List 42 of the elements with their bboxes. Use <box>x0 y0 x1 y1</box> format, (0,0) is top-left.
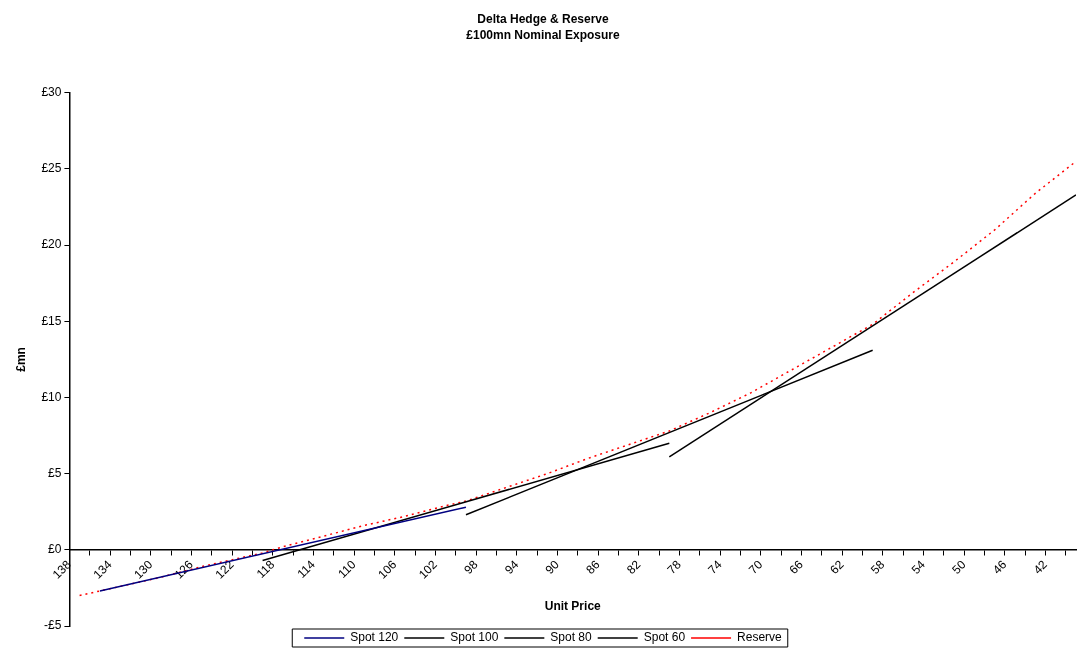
x-tick-label: 70 <box>745 557 766 577</box>
x-tick-label: 114 <box>294 557 319 581</box>
x-tick-label: 62 <box>827 557 847 577</box>
y-tick-label: £20 <box>41 237 62 252</box>
x-tick-label: 98 <box>461 557 481 577</box>
legend-label: Spot 120 <box>350 630 399 645</box>
x-tick-label: 74 <box>705 557 725 577</box>
y-axis-title: £mn <box>13 347 28 372</box>
x-tick-label: 46 <box>989 557 1010 577</box>
y-tick-label: -£5 <box>44 618 62 633</box>
x-tick-label: 86 <box>583 557 603 577</box>
x-tick-label: 118 <box>253 557 278 581</box>
legend-label: Reserve <box>737 630 783 645</box>
y-tick-label: £30 <box>41 85 62 100</box>
x-tick-label: 54 <box>908 557 929 577</box>
x-tick-label: 58 <box>867 557 888 577</box>
y-tick-label: £0 <box>48 542 62 557</box>
x-tick-label: 90 <box>542 557 563 577</box>
x-tick-label: 94 <box>501 557 522 577</box>
legend-label: Spot 100 <box>450 630 499 645</box>
line-series <box>78 160 1076 597</box>
y-tick-label: £15 <box>41 313 62 328</box>
y-tick-label: £25 <box>41 161 62 176</box>
x-tick-label: 134 <box>90 557 115 582</box>
x-tick-label: 110 <box>335 557 359 581</box>
x-tick-label: 82 <box>623 557 644 577</box>
y-tick-label: £10 <box>41 389 62 404</box>
legend-label: Spot 60 <box>643 630 686 645</box>
x-tick-label: 126 <box>171 557 197 582</box>
x-tick-label: 66 <box>786 557 807 577</box>
legend-label: Spot 80 <box>550 630 593 645</box>
x-tick-label: 106 <box>375 557 400 582</box>
x-tick-label: 102 <box>415 557 441 582</box>
x-tick-label: 130 <box>131 557 156 582</box>
x-axis-title: Unit Price <box>544 598 602 613</box>
y-tick-label: £5 <box>48 465 62 480</box>
x-tick-label: 122 <box>212 557 237 582</box>
chart-subtitle: £100mn Nominal Exposure <box>466 27 621 42</box>
x-tick-label: 50 <box>949 557 969 577</box>
x-tick-label: 42 <box>1030 557 1051 577</box>
chart-title: Delta Hedge & Reserve <box>477 11 610 26</box>
x-tick-label: 78 <box>664 557 685 577</box>
